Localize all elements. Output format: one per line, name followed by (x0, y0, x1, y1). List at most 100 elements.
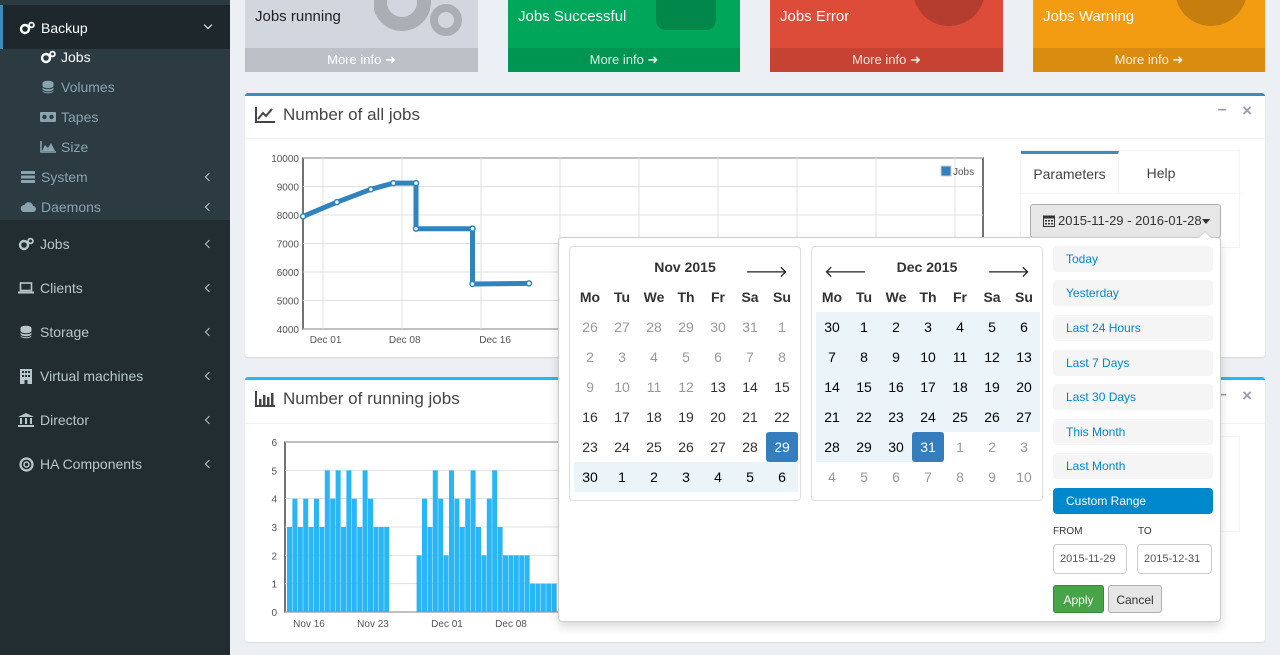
calendar-day[interactable]: 3 (670, 462, 702, 492)
calendar-day[interactable]: 11 (944, 342, 976, 372)
calendar-day[interactable]: 22 (774, 409, 790, 425)
calendar-day[interactable]: 5 (682, 349, 690, 365)
calendar-day[interactable]: 16 (582, 409, 598, 425)
calendar-day[interactable]: 14 (816, 372, 848, 402)
calendar-day[interactable]: 30 (880, 432, 912, 462)
next-month-icon[interactable]: 🡒 (987, 264, 1030, 281)
sidebar-item-system[interactable]: System (0, 162, 230, 192)
calendar-day[interactable]: 19 (976, 372, 1008, 402)
calendar-day[interactable]: 30 (710, 319, 726, 335)
calendar-day[interactable]: 29 (848, 432, 880, 462)
calendar-day[interactable]: 28 (742, 439, 758, 455)
calendar-day[interactable]: 3 (1020, 439, 1028, 455)
calendar-day[interactable]: 6 (1008, 312, 1040, 342)
calendar-day[interactable]: 14 (742, 379, 758, 395)
minimize-button[interactable]: − (1217, 387, 1227, 404)
calendar-day[interactable]: 7 (816, 342, 848, 372)
calendar-day[interactable]: 3 (912, 312, 944, 342)
calendar-day[interactable]: 17 (912, 372, 944, 402)
calendar-day[interactable]: 22 (848, 402, 880, 432)
minimize-button[interactable]: − (1217, 102, 1227, 119)
calendar-day[interactable]: 2 (586, 349, 594, 365)
calendar-day[interactable]: 5 (976, 312, 1008, 342)
range-option[interactable]: Yesterday (1053, 280, 1213, 306)
range-option[interactable]: This Month (1053, 419, 1213, 445)
sidebar-item-virtual-machines[interactable]: Virtual machines (0, 354, 230, 398)
calendar-day[interactable]: 30 (574, 462, 606, 492)
calendar-day[interactable]: 1 (606, 462, 638, 492)
calendar-day[interactable]: 31 (742, 319, 758, 335)
calendar-day[interactable]: 1 (848, 312, 880, 342)
calendar-day[interactable]: 12 (976, 342, 1008, 372)
calendar-day[interactable]: 4 (944, 312, 976, 342)
from-date-input[interactable]: 2015-11-29 (1053, 544, 1127, 574)
calendar-day[interactable]: 15 (774, 379, 790, 395)
calendar-day[interactable]: 24 (912, 402, 944, 432)
range-option[interactable]: Today (1053, 246, 1213, 272)
calendar-day[interactable]: 3 (618, 349, 626, 365)
calendar-day[interactable]: 31 (912, 432, 944, 462)
calendar-day[interactable]: 4 (650, 349, 658, 365)
calendar-day[interactable]: 18 (646, 409, 662, 425)
calendar-day[interactable]: 6 (714, 349, 722, 365)
calendar-day[interactable]: 7 (746, 349, 754, 365)
calendar-day[interactable]: 10 (614, 379, 630, 395)
range-option[interactable]: Last Month (1053, 453, 1213, 479)
calendar-day[interactable]: 15 (848, 372, 880, 402)
calendar-day[interactable]: 20 (1008, 372, 1040, 402)
calendar-day[interactable]: 27 (1008, 402, 1040, 432)
cancel-button[interactable]: Cancel (1108, 585, 1162, 613)
calendar-day[interactable]: 8 (956, 469, 964, 485)
calendar-day[interactable]: 6 (766, 462, 798, 492)
infobox-more-info-link[interactable]: More info ➜ (508, 48, 740, 72)
calendar-day[interactable]: 2 (880, 312, 912, 342)
sidebar-item-storage[interactable]: Storage (0, 310, 230, 354)
calendar-day[interactable]: 2 (988, 439, 996, 455)
calendar-day[interactable]: 9 (586, 379, 594, 395)
calendar-day[interactable]: 20 (710, 409, 726, 425)
calendar-day[interactable]: 10 (912, 342, 944, 372)
infobox-more-info-link[interactable]: More info ➜ (770, 48, 1003, 72)
calendar-day[interactable]: 11 (646, 379, 662, 395)
tab-help[interactable]: Help (1146, 165, 1176, 181)
calendar-day[interactable]: 6 (892, 469, 900, 485)
calendar-day[interactable]: 1 (956, 439, 964, 455)
calendar-day[interactable]: 26 (976, 402, 1008, 432)
calendar-day[interactable]: 18 (944, 372, 976, 402)
sidebar-item-jobs-sub[interactable]: Jobs (0, 42, 230, 72)
sidebar-item-volumes[interactable]: Volumes (0, 72, 230, 102)
calendar-day[interactable]: 29 (678, 319, 694, 335)
infobox-more-info-link[interactable]: More info ➜ (1033, 48, 1265, 72)
calendar-day[interactable]: 5 (860, 469, 868, 485)
to-date-input[interactable]: 2015-12-31 (1137, 544, 1212, 574)
calendar-day[interactable]: 26 (678, 439, 694, 455)
calendar-day[interactable]: 8 (848, 342, 880, 372)
calendar-day[interactable]: 4 (702, 462, 734, 492)
sidebar-item-ha-components[interactable]: HA Components (0, 442, 230, 486)
sidebar-item-daemons[interactable]: Daemons (0, 192, 230, 222)
calendar-day[interactable]: 4 (828, 469, 836, 485)
range-option[interactable]: Custom Range (1053, 488, 1213, 514)
close-button[interactable]: × (1242, 386, 1252, 405)
calendar-day[interactable]: 28 (816, 432, 848, 462)
calendar-day[interactable]: 5 (734, 462, 766, 492)
calendar-day[interactable]: 8 (778, 349, 786, 365)
sidebar-item-director[interactable]: Director (0, 398, 230, 442)
next-month-icon[interactable]: 🡒 (745, 264, 788, 281)
sidebar-item-clients[interactable]: Clients (0, 266, 230, 310)
calendar-day[interactable]: 21 (742, 409, 758, 425)
calendar-day[interactable]: 7 (924, 469, 932, 485)
close-button[interactable]: × (1242, 101, 1252, 120)
calendar-day[interactable]: 25 (646, 439, 662, 455)
calendar-day[interactable]: 23 (880, 402, 912, 432)
calendar-day[interactable]: 1 (778, 319, 786, 335)
calendar-day[interactable]: 28 (646, 319, 662, 335)
calendar-day[interactable]: 30 (816, 312, 848, 342)
sidebar-item-backup[interactable]: Backup (0, 5, 230, 49)
calendar-day[interactable]: 21 (816, 402, 848, 432)
calendar-day[interactable]: 27 (710, 439, 726, 455)
calendar-day[interactable]: 13 (1008, 342, 1040, 372)
calendar-day[interactable]: 25 (944, 402, 976, 432)
calendar-day[interactable]: 10 (1016, 469, 1032, 485)
prev-month-icon[interactable]: 🡐 (824, 264, 867, 281)
